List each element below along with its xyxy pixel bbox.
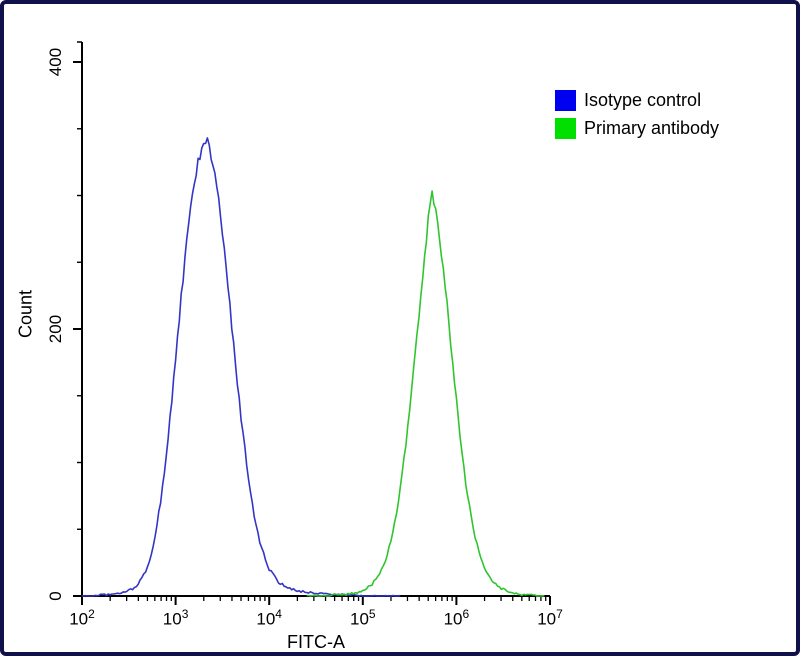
x-tick-label: 106 — [443, 607, 470, 629]
y-tick-label: 400 — [46, 47, 65, 77]
x-tick-label: 102 — [69, 607, 95, 629]
legend: Isotype control Primary antibody — [555, 90, 719, 146]
legend-swatch-primary-antibody — [555, 118, 576, 139]
primary-antibody-curve — [306, 190, 545, 597]
isotype-control-curve — [81, 137, 401, 597]
y-tick-label: 200 — [46, 314, 65, 344]
legend-swatch-isotype-control — [555, 90, 576, 111]
legend-item-isotype-control: Isotype control — [555, 90, 719, 111]
x-tick-label: 105 — [349, 607, 376, 629]
x-tick-label: 103 — [162, 607, 189, 629]
legend-item-primary-antibody: Primary antibody — [555, 118, 719, 139]
legend-label-primary-antibody: Primary antibody — [584, 118, 720, 138]
x-tick-label: 104 — [256, 607, 282, 629]
legend-label-isotype-control: Isotype control — [584, 90, 702, 110]
y-tick-label: 0 — [46, 591, 65, 601]
x-tick-label: 107 — [537, 607, 563, 629]
x-axis-title: FITC-A — [287, 632, 345, 652]
histogram-plot — [73, 41, 551, 605]
y-axis-title: Count — [15, 289, 36, 339]
